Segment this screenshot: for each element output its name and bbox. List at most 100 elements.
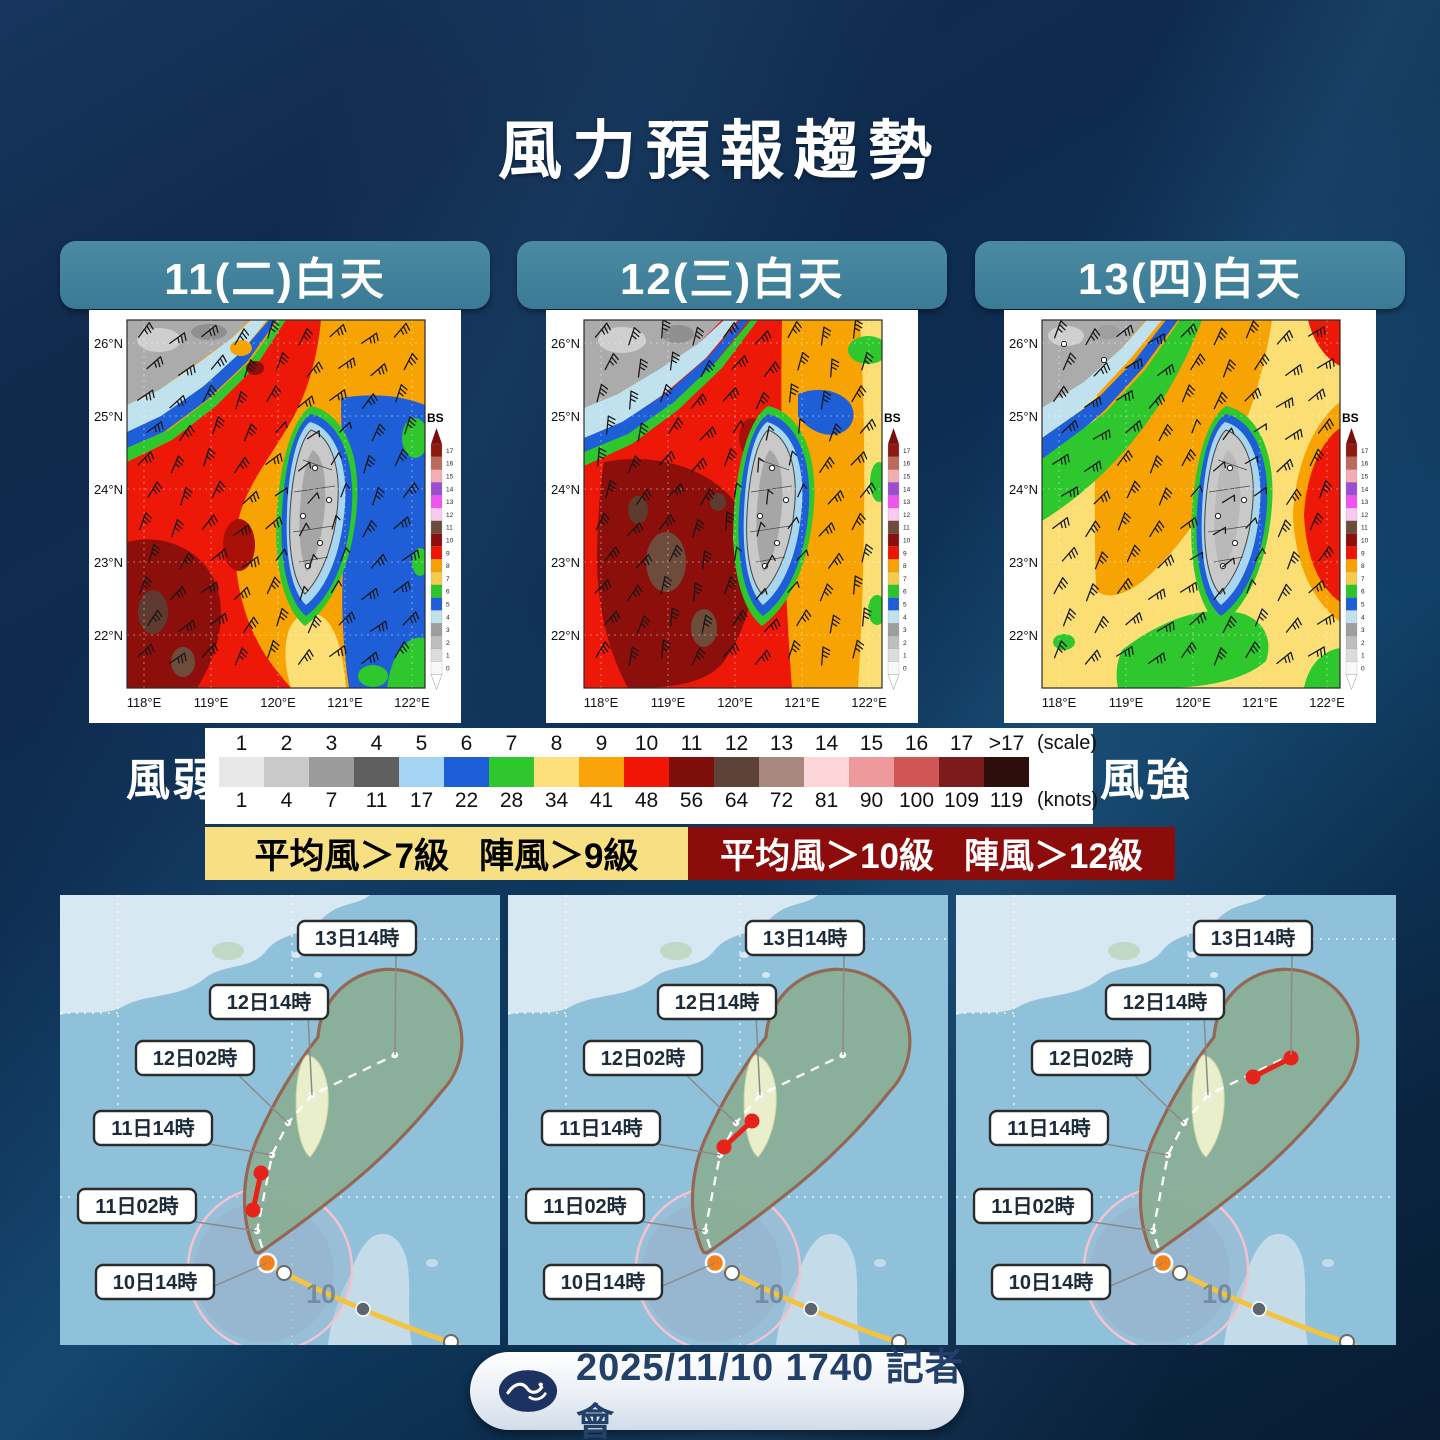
typhoon-track-map-2: 10 13日14時 12日14時 12日02時 11日14時 11日02時 10日14時: [508, 895, 948, 1345]
track-map-svg: 10 13日14時 12日14時 12日02時 11日14時 11日02時 10日14時: [60, 895, 500, 1345]
taiwan-outline: [743, 1054, 777, 1158]
lon-label: 119°E: [194, 695, 229, 710]
lat-label: 24°N: [1009, 482, 1038, 497]
legend-scale-value: 1: [235, 732, 248, 755]
bs-tick: 13: [1361, 499, 1369, 506]
map-axes: 26°N 25°N 24°N 23°N 22°N 118°E 119°E 120°E 121°E…: [94, 319, 430, 710]
legend-color-swatch: [399, 757, 444, 787]
legend-scale-value: 13: [769, 732, 794, 755]
bs-tick: 11: [903, 525, 910, 532]
panel-header-day1: 11(二)白天: [60, 241, 490, 309]
lon-label: 118°E: [127, 695, 162, 710]
legend-color-swatch: [534, 757, 579, 787]
lat-label: 26°N: [94, 336, 123, 351]
legend-knots-unit: (knots): [1037, 789, 1099, 811]
bs-tick: 13: [446, 499, 454, 506]
track-time-label: 12日02時: [1049, 1046, 1134, 1070]
legend-scale-value: 8: [550, 732, 563, 755]
track-time-callout: [94, 1263, 216, 1301]
legend-knots-value: 1: [235, 789, 248, 812]
taiwan-outline: [1191, 1054, 1225, 1158]
wind-map-day3: 26°N 25°N 24°N 23°N 22°N 118°E 119°E 120°E 121°E…: [1004, 310, 1376, 723]
legend-knots-value: 4: [280, 789, 293, 812]
legend-color-swatch: [264, 757, 309, 787]
legend-scale-value: 4: [370, 732, 383, 755]
bs-tick: 0: [446, 666, 450, 673]
lat-label: 24°N: [94, 482, 123, 497]
bs-tick: 16: [446, 461, 454, 468]
lat-label: 22°N: [551, 628, 580, 643]
bs-tick: 12: [903, 512, 911, 519]
lon-label: 121°E: [1242, 695, 1278, 710]
bs-colorbar-label: BS: [1342, 411, 1359, 425]
legend-color-swatch: [669, 757, 714, 787]
lat-label: 23°N: [1009, 555, 1038, 570]
track-time-label: 11日02時: [543, 1194, 626, 1218]
bs-tick: 16: [1361, 461, 1369, 468]
bs-tick: 12: [1361, 512, 1369, 519]
taiwan-island: [733, 406, 815, 626]
bs-tick: 9: [446, 550, 450, 557]
legend-color-swatch: [444, 757, 489, 787]
legend-knots-value: 28: [499, 789, 524, 812]
bs-tick: 17: [903, 448, 911, 455]
legend-knots-value: 17: [409, 789, 434, 812]
graticule: [1042, 320, 1340, 688]
taiwan-island: [1191, 406, 1273, 626]
lon-label: 119°E: [1109, 695, 1144, 710]
legend-scale-value: 12: [724, 732, 749, 755]
bs-tick: 15: [1361, 474, 1369, 481]
panel-header-day3: 13(四)白天: [975, 241, 1405, 309]
bs-tick: 10: [446, 538, 454, 545]
legend-color-swatch: [939, 757, 984, 787]
graticule: [584, 320, 882, 688]
legend-knots-value: 81: [814, 789, 839, 812]
bs-colorbar-label: BS: [884, 411, 901, 425]
bs-tick: 9: [1361, 550, 1365, 557]
forecast-track: [255, 1053, 396, 1264]
wind-barbs: [594, 320, 877, 666]
bs-tick: 0: [1361, 666, 1365, 673]
legend-scale-value: 2: [280, 732, 293, 755]
track-time-label: 13日14時: [315, 926, 400, 950]
legend-color-swatch: [714, 757, 759, 787]
legend-scale-value: 14: [814, 732, 839, 755]
track-time-label: 11日14時: [111, 1116, 194, 1140]
avg-wind-text: 平均風＞10級: [720, 837, 934, 876]
lat-label: 25°N: [551, 409, 580, 424]
lon-label: 122°E: [851, 695, 887, 710]
taiwan-outline: [295, 1054, 329, 1158]
track-time-label: 11日14時: [1007, 1116, 1090, 1140]
legend-scale-value: 11: [680, 732, 703, 755]
gust-wind-text: 陣風＞12級: [964, 837, 1143, 876]
legend-scale-value: 16: [904, 732, 929, 755]
bs-tick: 4: [446, 614, 450, 621]
legend-weak-label: 風弱: [126, 756, 218, 805]
bs-tick: 12: [446, 512, 454, 519]
bs-tick: 5: [446, 602, 450, 609]
bs-tick: 3: [903, 627, 907, 634]
track-map-svg: 10 13日14時 12日14時 12日02時 11日14時 11日02時 10日14時: [956, 895, 1396, 1345]
cwa-logo-icon: [498, 1370, 558, 1412]
track-time-callout: [540, 1109, 662, 1147]
legend-color-swatch: [579, 757, 624, 787]
press-conference-timestamp: 2025/11/10 1740 記者會: [576, 1347, 964, 1440]
wind-map-svg: 26°N 25°N 24°N 23°N 22°N 118°E 119°E 120°E 121°E…: [94, 319, 454, 710]
bs-tick: 8: [446, 563, 450, 570]
track-time-callout: [296, 919, 418, 957]
lon-label: 122°E: [394, 695, 430, 710]
legend-scale-value: 6: [460, 732, 473, 755]
forecast-track: [1151, 1053, 1292, 1264]
lat-label: 25°N: [1009, 409, 1038, 424]
lat-label: 26°N: [551, 336, 580, 351]
forecast-track: [703, 1053, 844, 1264]
legend-scale-value: 17: [949, 732, 974, 755]
wind-field: [127, 320, 425, 688]
track-time-callout: [972, 1187, 1094, 1225]
bs-tick: 11: [1361, 525, 1368, 532]
track-time-callout: [524, 1187, 646, 1225]
legend-knots-value: 109: [943, 789, 980, 812]
bs-tick: 5: [903, 602, 907, 609]
